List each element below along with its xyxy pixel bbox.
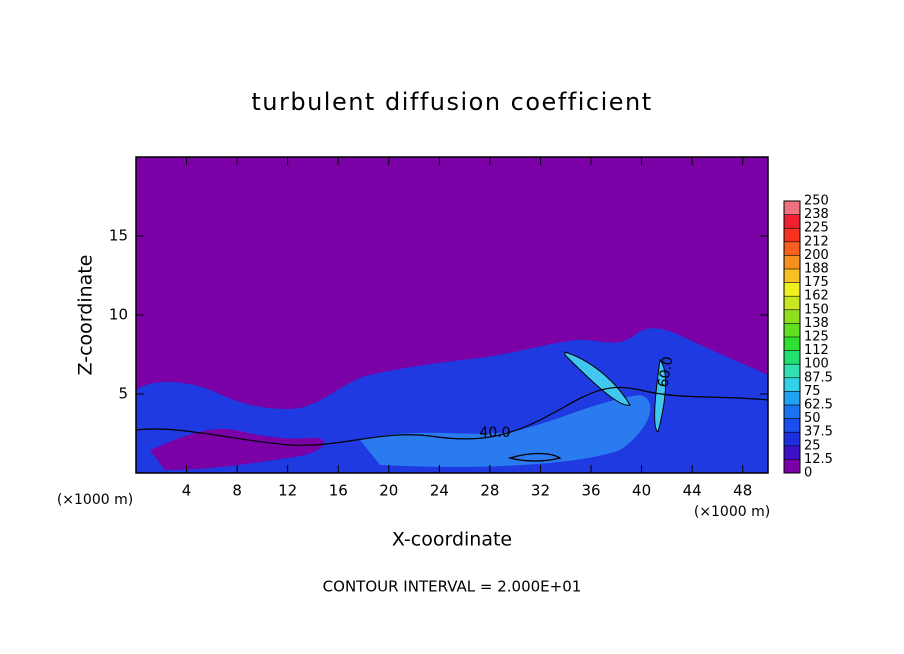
colorbar-label: 212: [804, 234, 829, 249]
colorbar-segment: [784, 445, 800, 460]
colorbar-label: 250: [804, 194, 829, 209]
x-tick-label: 12: [278, 482, 297, 500]
y-tick-label: 10: [109, 306, 128, 324]
colorbar-label: 162: [804, 289, 829, 304]
footer-note: CONTOUR INTERVAL = 2.000E+01: [323, 578, 582, 596]
colorbar-label: 87.5: [804, 370, 833, 385]
colorbar-label: 62.5: [804, 398, 833, 413]
colorbar-label: 138: [804, 316, 829, 331]
chart-title: turbulent diffusion coefficient: [251, 88, 652, 116]
x-unit-label: (×1000 m): [694, 504, 770, 520]
colorbar-segment: [784, 282, 800, 297]
colorbar-label: 100: [804, 357, 829, 372]
colorbar-label: 225: [804, 221, 829, 236]
colorbar-segment: [784, 405, 800, 419]
colorbar-segment: [784, 432, 800, 446]
x-tick-label: 40: [632, 482, 651, 500]
x-axis-label: X-coordinate: [392, 529, 512, 551]
colorbar-segment: [784, 364, 800, 378]
colorbar-label: 37.5: [804, 425, 833, 440]
x-tick-label: 8: [232, 482, 242, 500]
field-intrusion: [150, 429, 324, 470]
x-tick-label: 16: [329, 482, 348, 500]
x-tick-label: 36: [581, 482, 600, 500]
contour-label: 60.0: [655, 355, 676, 388]
colorbar-segment: [784, 323, 800, 337]
colorbar-segment: [784, 418, 800, 433]
colorbar-label: 75: [804, 384, 821, 399]
colorbar-segment: [784, 459, 800, 473]
colorbar-segment: [784, 214, 800, 229]
field-streak: [564, 351, 631, 406]
colorbar-segment: [784, 201, 800, 215]
colorbar-label: 112: [804, 343, 829, 358]
colorbar-segment: [784, 391, 800, 405]
x-tick-label: 4: [182, 482, 192, 500]
x-tick-label: 24: [430, 482, 449, 500]
field-high: [360, 395, 651, 467]
colorbar-segment: [784, 255, 800, 269]
x-tick-label: 44: [683, 482, 702, 500]
colorbar-segment: [784, 241, 800, 256]
colorbar-label: 200: [804, 248, 829, 263]
colorbar-segment: [784, 296, 800, 310]
colorbar-segment: [784, 269, 800, 283]
colorbar-label: 12.5: [804, 452, 833, 467]
y-tick-label: 5: [118, 385, 128, 403]
colorbar-label: 25: [804, 438, 821, 453]
x-unit-label: (×1000 m): [57, 492, 133, 508]
field-contour: [135, 386, 769, 446]
field-contour: [507, 452, 562, 462]
colorbar-label: 125: [804, 330, 829, 345]
colorbar-label: 175: [804, 275, 829, 290]
colorbar-label: 50: [804, 411, 821, 426]
colorbar-label: 188: [804, 262, 829, 277]
colorbar-label: 0: [804, 466, 812, 481]
y-tick-label: 15: [109, 227, 128, 245]
colorbar-segment: [784, 337, 800, 351]
colorbar-label: 150: [804, 302, 829, 317]
colorbar-segment: [784, 377, 800, 392]
colorbar-segment: [784, 228, 800, 242]
colorbar-segment: [784, 350, 800, 365]
colorbar-label: 238: [804, 207, 829, 222]
y-axis-label: Z-coordinate: [75, 255, 97, 376]
field-streak: [654, 358, 667, 433]
colorbar-segment: [784, 309, 800, 324]
x-tick-label: 48: [733, 482, 752, 500]
x-tick-label: 28: [480, 482, 499, 500]
x-tick-label: 32: [531, 482, 550, 500]
contour-label: 40.0: [479, 425, 510, 441]
x-tick-label: 20: [379, 482, 398, 500]
